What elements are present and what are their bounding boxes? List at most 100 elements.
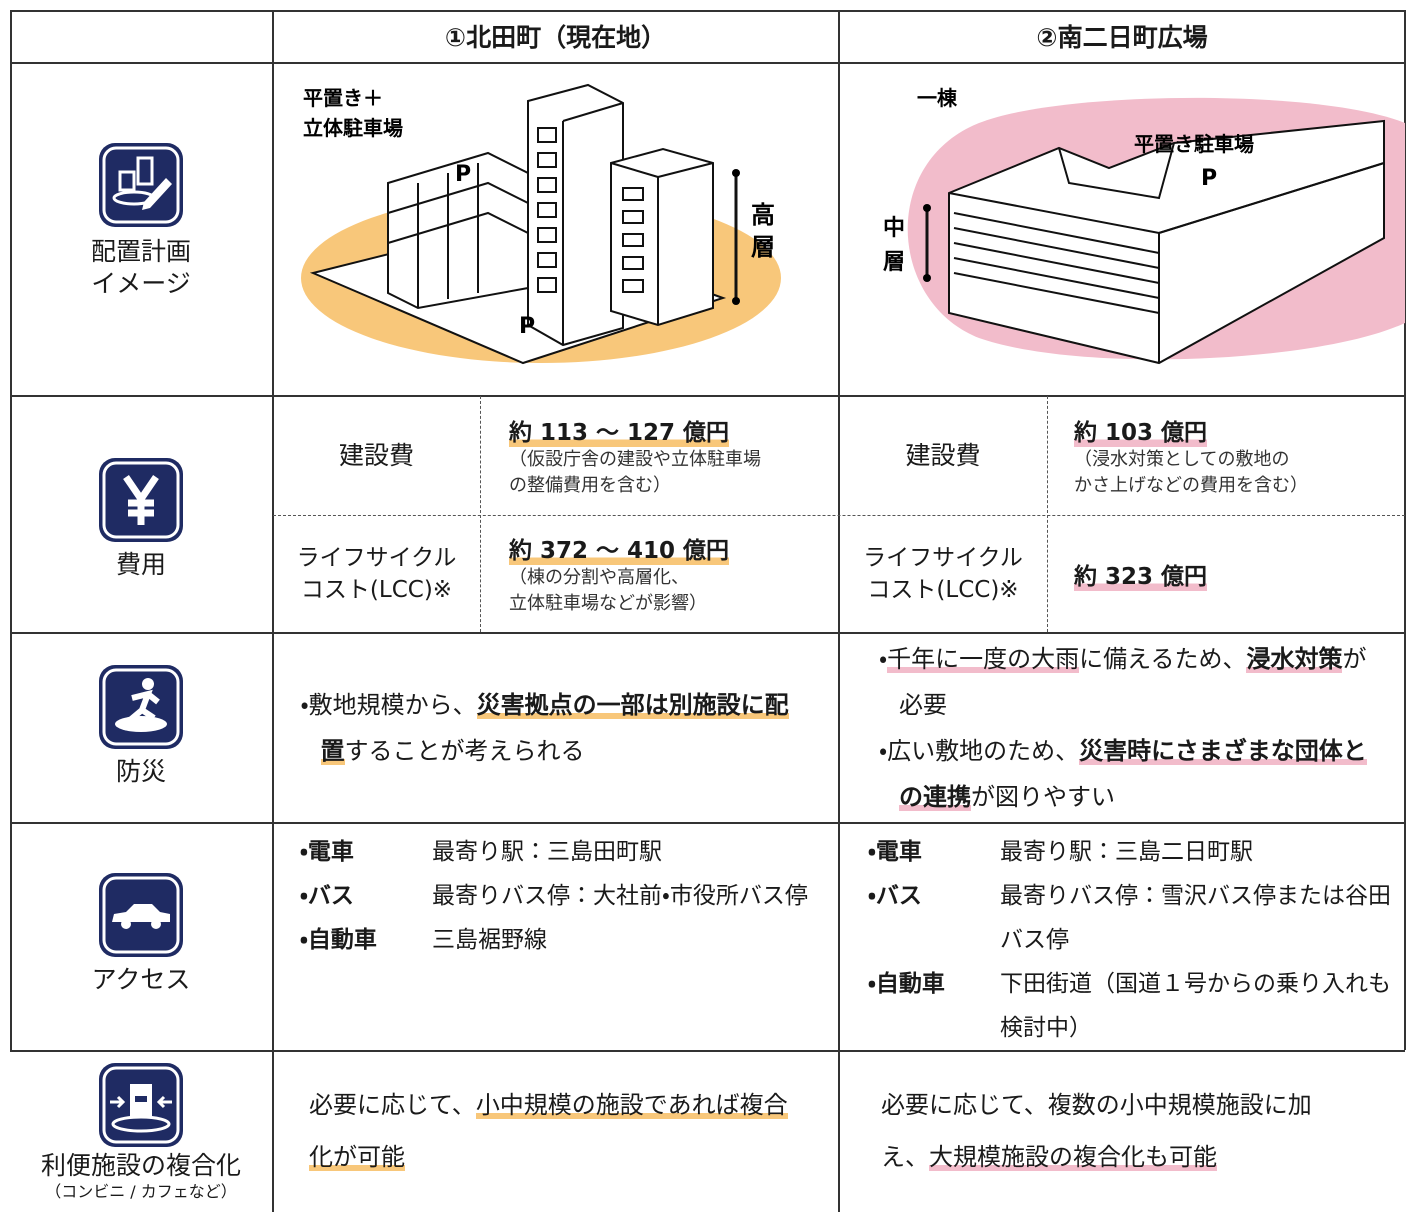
highlight: 浸水対策: [1246, 644, 1343, 673]
layout-icon: [99, 143, 183, 227]
illustration-label: 層: [751, 233, 775, 261]
access-mode: ・バス: [868, 883, 922, 909]
disaster-left: ・敷地規模から、災害拠点の一部は別施設に配置することが考えられる: [273, 633, 838, 822]
column-title: ②南二日町広場: [1036, 23, 1208, 52]
value: 約 103 億円: [1074, 412, 1208, 447]
illustration-label: 層: [883, 250, 905, 275]
access-detail: 三島裾野線: [432, 927, 547, 953]
column-header: ②南二日町広場: [839, 10, 1405, 62]
border: [10, 10, 12, 1050]
text: ライフサイクル: [296, 545, 457, 571]
dashed-line: [480, 396, 481, 632]
border: [1404, 10, 1406, 1050]
cost-label: 建設費: [273, 396, 480, 515]
access-row: ・バス 最寄りバス停：大社前・市役所バス停: [300, 874, 830, 918]
illustration-label: 平置き駐車場: [1134, 132, 1254, 156]
dashed-line: [1047, 396, 1048, 632]
illustration-label: P: [455, 162, 471, 187]
paragraph: 必要に応じて、複数の小中規模施設に加え、大規模施設の複合化も可能: [881, 1079, 1351, 1183]
note: 立体駐車場などが影響）: [509, 593, 707, 614]
facilities-right: 必要に応じて、複数の小中規模施設に加え、大規模施設の複合化も可能: [839, 1051, 1405, 1211]
row-label: 防災: [10, 662, 272, 802]
cost-value: 約 103 億円 （浸水対策としての敷地の かさ上げなどの費用を含む）: [1048, 396, 1405, 515]
border: [10, 10, 1405, 12]
text: ・広い敷地のため、: [879, 736, 1080, 765]
cost-value: 約 372 〜 410 億円 （棟の分割や高層化、 立体駐車場などが影響）: [481, 516, 838, 632]
paragraph: ・敷地規模から、災害拠点の一部は別施設に配置することが考えられる: [301, 682, 811, 774]
border: [10, 62, 1405, 64]
row-label: 配置計画 イメージ: [10, 140, 272, 320]
illustration-label: 中: [883, 216, 905, 241]
border: [838, 10, 840, 1212]
access-mode: ・自動車: [868, 971, 945, 997]
text: に備えるため、: [1079, 644, 1247, 673]
text: ・: [879, 644, 888, 673]
text: することが考えられる: [344, 736, 585, 765]
access-detail: 最寄り駅：三島二日町駅: [1000, 839, 1253, 865]
value: 約 323 億円: [1074, 557, 1208, 591]
text: が図りやすい: [971, 782, 1115, 811]
text: が必要: [899, 644, 1367, 719]
illustration-label: P: [519, 314, 535, 339]
paragraph: ・広い敷地のため、災害時にさまざまな団体との連携が図りやすい: [879, 728, 1389, 820]
label-line: 費用: [115, 550, 166, 579]
highlight: 千年に一度の大雨: [887, 644, 1080, 673]
layout-illustration-right: 一棟 平置き駐車場 P 中 層: [883, 86, 1405, 365]
paragraph: 必要に応じて、小中規模の施設であれば複合化が可能: [309, 1079, 809, 1183]
row-label: 費用: [10, 455, 272, 595]
label-line: イメージ: [91, 269, 191, 298]
label-line: 配置計画: [90, 237, 191, 266]
cost-icon: [99, 458, 183, 542]
cost-label: ライフサイクル コスト(LCC)※: [839, 516, 1047, 632]
value: 約 113 〜 127 億円: [509, 412, 730, 447]
access-row: ・自動車 三島裾野線: [300, 918, 830, 962]
access-detail: 最寄り駅：三島田町駅: [432, 839, 662, 865]
access-row: ・自動車 下田街道（国道１号からの乗り入れも検討中）: [868, 962, 1393, 1050]
access-mode: ・電車: [868, 839, 922, 865]
access-detail: 最寄りバス停：雪沢バス停または谷田バス停: [1000, 883, 1391, 953]
note: （棟の分割や高層化、: [509, 567, 689, 588]
border: [10, 632, 1405, 634]
row-label: アクセス: [10, 870, 272, 1010]
illustration-label: P: [1201, 166, 1217, 191]
note: （浸水対策としての敷地の: [1074, 448, 1290, 470]
cost-label: 建設費: [839, 396, 1047, 515]
border: [10, 395, 1405, 397]
border: [10, 822, 1405, 824]
access-row: ・電車 最寄り駅：三島二日町駅: [868, 830, 1393, 874]
text: 必要に応じて、複数の小中規模施設に加え、: [881, 1091, 1312, 1171]
disaster-icon: [99, 665, 183, 749]
text: 必要に応じて、: [309, 1091, 476, 1119]
access-mode: ・自動車: [300, 927, 377, 953]
access-row: ・バス 最寄りバス停：雪沢バス停または谷田バス停: [868, 874, 1393, 962]
text: コスト(LCC)※: [867, 577, 1019, 603]
text: 建設費: [338, 440, 414, 470]
label-line: アクセス: [91, 965, 191, 994]
highlight: 大規模施設の複合化も可能: [929, 1143, 1217, 1171]
dashed-line: [273, 515, 1405, 516]
column-title: ①北田町（現在地）: [444, 23, 667, 52]
paragraph: ・千年に一度の大雨に備えるため、浸水対策が必要: [879, 636, 1389, 728]
row-label: 利便施設の複合化 （コンビニ / カフェなど）: [10, 1060, 272, 1220]
illustration-label: 平置き＋: [303, 86, 383, 110]
note: かさ上げなどの費用を含む）: [1074, 474, 1308, 496]
text: コスト(LCC)※: [300, 577, 453, 603]
text: 建設費: [905, 440, 981, 470]
note: （仮設庁舎の建設や立体駐車場: [509, 448, 761, 470]
facilities-icon: [99, 1063, 183, 1147]
value: 約 372 〜 410 億円: [509, 531, 730, 565]
access-row: ・電車 最寄り駅：三島田町駅: [300, 830, 830, 874]
layout-illustration-left: 平置き＋ 立体駐車場 P P 高 層: [301, 83, 781, 365]
access-left: ・電車 最寄り駅：三島田町駅 ・バス 最寄りバス停：大社前・市役所バス停・自動車 三島裾…: [300, 830, 830, 962]
facilities-left: 必要に応じて、小中規模の施設であれば複合化が可能: [273, 1051, 838, 1211]
access-detail: 下田街道（国道１号からの乗り入れも検討中）: [1000, 971, 1391, 1041]
illustration-label: 高: [751, 201, 775, 229]
border: [10, 1050, 1405, 1052]
label-subline: （コンビニ / カフェなど）: [45, 1182, 237, 1201]
illustration-label: 一棟: [917, 86, 958, 110]
disaster-right: ・千年に一度の大雨に備えるため、浸水対策が必要 ・広い敷地のため、災害時にさまざ…: [839, 633, 1405, 822]
access-detail: 最寄りバス停：大社前・市役所バス停: [432, 883, 808, 909]
column-header: ①北田町（現在地）: [273, 10, 838, 62]
illustration-label: 立体駐車場: [303, 116, 403, 140]
